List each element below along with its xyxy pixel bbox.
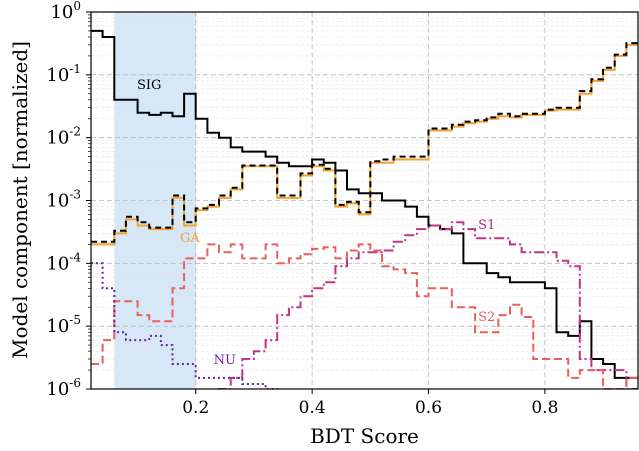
- series-line-s2: [91, 243, 638, 389]
- series-line-sig: [91, 29, 638, 379]
- y-tick-label: 100: [50, 0, 81, 23]
- y-axis-label: Model component [normalized]: [8, 41, 32, 359]
- series-line-nu: [91, 262, 279, 389]
- series-line-s1: [218, 221, 638, 389]
- series-label-s2: S2: [478, 310, 495, 325]
- x-tick-label: 0.6: [415, 398, 442, 418]
- x-tick-label: 0.8: [531, 398, 558, 418]
- x-axis-label: BDT Score: [310, 424, 419, 448]
- x-tick-label: 0.2: [182, 398, 209, 418]
- series-label-s1: S1: [478, 218, 495, 233]
- y-tick-label: 10-2: [46, 125, 81, 149]
- y-tick-label: 10-3: [46, 188, 81, 212]
- y-tick-label: 10-6: [46, 376, 81, 400]
- series-label-ga: GA: [180, 231, 200, 246]
- y-tick-label: 10-4: [46, 250, 81, 274]
- series-label-nu: NU: [214, 353, 236, 368]
- series-label-sig: SIG: [137, 78, 161, 93]
- y-tick-label: 10-5: [46, 313, 81, 337]
- x-tick-label: 0.4: [299, 398, 326, 418]
- y-tick-label: 10-1: [46, 62, 81, 86]
- series-line-total: [91, 42, 638, 243]
